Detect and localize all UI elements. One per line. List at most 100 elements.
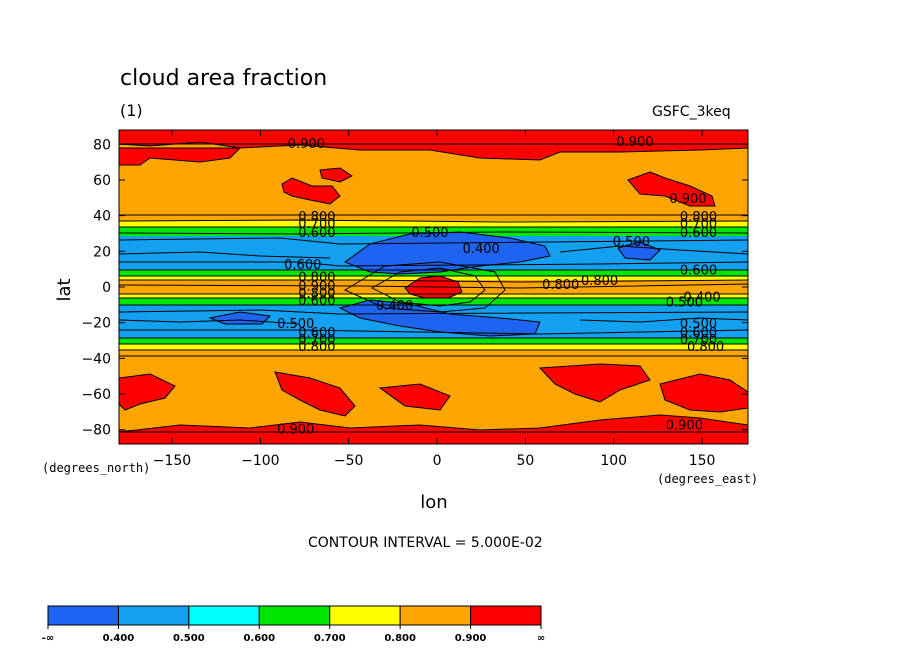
x-tick-label: 150 — [689, 453, 716, 469]
y-tick-label: 20 — [93, 244, 111, 260]
contour-label: 0.600 — [298, 226, 335, 241]
colorbar-label: 0.900 — [455, 633, 487, 644]
band-polar-south — [119, 430, 748, 444]
contour-label: 0.500 — [680, 317, 717, 332]
contour-label: 0.700 — [680, 217, 717, 232]
contour-label: 0.700 — [298, 217, 335, 232]
band-north-yellow — [119, 221, 748, 227]
x-tick-label: 0 — [433, 453, 442, 469]
plot-area — [119, 130, 748, 444]
itcz-orange-ring — [370, 267, 486, 307]
contour-label: 0.800 — [298, 287, 335, 302]
contour-label: 0.700 — [680, 333, 717, 348]
x-tick-label: −50 — [334, 453, 364, 469]
contour-label: 0.600 — [680, 326, 717, 341]
y-units-label: (degrees_north) — [42, 461, 151, 475]
y-tick-label: −80 — [81, 423, 111, 439]
contour-label: 0.400 — [463, 242, 500, 257]
y-tick-label: 60 — [93, 173, 111, 189]
contour-label: 0.800 — [298, 210, 335, 225]
contour-label: 0.600 — [298, 294, 335, 309]
contour-label: 0.800 — [687, 340, 724, 355]
contour-label: 0.900 — [666, 419, 703, 434]
colorbar-label: 0.700 — [314, 633, 346, 644]
x-axis-title: lon — [420, 492, 447, 513]
contour-label: 0.900 — [298, 280, 335, 295]
contour-label: 0.600 — [284, 258, 321, 273]
contour-label: 0.400 — [376, 299, 413, 314]
contour-label: 0.900 — [616, 135, 653, 150]
colorbar-label: 0.800 — [384, 633, 416, 644]
colorbar-label: -∞ — [42, 633, 54, 644]
contour-label: 0.600 — [298, 326, 335, 341]
y-tick-label: −60 — [81, 387, 111, 403]
red-blob-s2 — [274, 371, 356, 417]
band-south-yellow2 — [119, 344, 748, 350]
colorbar-label: 0.600 — [243, 633, 275, 644]
contour-label: 0.400 — [683, 290, 720, 305]
band-south-green — [119, 298, 748, 305]
colorbar-swatch — [47, 605, 119, 626]
colorbar-swatch — [470, 605, 542, 626]
contour-label: 0.800 — [298, 340, 335, 355]
colorbar-label: 0.400 — [103, 633, 135, 644]
chart-subtitle: (1) — [120, 101, 143, 120]
itcz-outer-ring — [343, 261, 506, 313]
colorbar-swatch — [117, 605, 190, 626]
polar-north-dip — [119, 147, 242, 166]
contour-interval-label: CONTOUR INTERVAL = 5.000E-02 — [308, 535, 543, 551]
polar-north-edge — [119, 141, 748, 161]
contour-label: 0.700 — [298, 333, 335, 348]
y-tick-label: 40 — [93, 209, 111, 225]
contour-label: 0.900 — [277, 422, 314, 437]
band-north-green — [119, 227, 748, 236]
blue-region-s1 — [338, 299, 541, 337]
contour-label: 0.800 — [680, 210, 717, 225]
band-polar-north — [119, 130, 748, 144]
x-tick-label: 50 — [516, 453, 534, 469]
red-blob-n2 — [627, 171, 716, 207]
y-axis-title: lat — [54, 278, 75, 301]
chart-title: cloud area fraction — [120, 66, 328, 91]
x-units-label: (degrees_east) — [657, 472, 759, 486]
contour-label: 0.600 — [680, 226, 717, 241]
contour-label: 0.500 — [411, 226, 448, 241]
contour-label: 0.800 — [542, 278, 579, 293]
colorbar-swatch — [399, 605, 472, 626]
red-blob-s3 — [378, 383, 451, 411]
red-blob-s4 — [538, 363, 651, 403]
red-blob-s1 — [119, 373, 176, 411]
dataset-name: GSFC_3keq — [652, 104, 731, 120]
colorbar-swatch — [188, 605, 260, 626]
y-tick-label: −20 — [81, 316, 111, 332]
contour-lines — [119, 214, 748, 357]
colorbar-swatch — [329, 605, 401, 626]
contour-label: 0.800 — [298, 271, 335, 286]
contour-label: 0.500 — [613, 235, 650, 250]
band-south-green2 — [119, 338, 748, 344]
red-blob-n1 — [281, 177, 341, 205]
y-tick-label: 80 — [93, 137, 111, 153]
red-blob-s5 — [659, 373, 748, 413]
axes: −150 −100 −50 0 50 100 150 80 60 40 20 0 −20 −40 −60 −8… — [81, 130, 748, 469]
colorbar-swatch — [258, 605, 331, 626]
x-tick-label: 100 — [600, 453, 627, 469]
colorbar-label: ∞ — [537, 633, 545, 644]
y-tick-label: 0 — [102, 280, 111, 296]
contour-label: 0.800 — [581, 274, 618, 289]
contour-label: 0.500 — [666, 296, 703, 311]
colorbar: -∞ 0.400 0.500 0.600 0.700 0.800 0.900 ∞ — [42, 605, 545, 644]
contour-label: 0.900 — [669, 192, 706, 207]
contour-label: 0.900 — [288, 137, 325, 152]
colorbar-label: 0.500 — [173, 633, 205, 644]
y-tick-label: −40 — [81, 351, 111, 367]
contour-label: 0.600 — [680, 264, 717, 279]
x-tick-label: −100 — [241, 453, 279, 469]
contour-label: 0.500 — [277, 317, 314, 332]
polar-south-edge — [119, 414, 748, 433]
x-tick-label: −150 — [153, 453, 191, 469]
red-blob-n3 — [319, 167, 353, 183]
band-equator-green — [119, 270, 748, 276]
